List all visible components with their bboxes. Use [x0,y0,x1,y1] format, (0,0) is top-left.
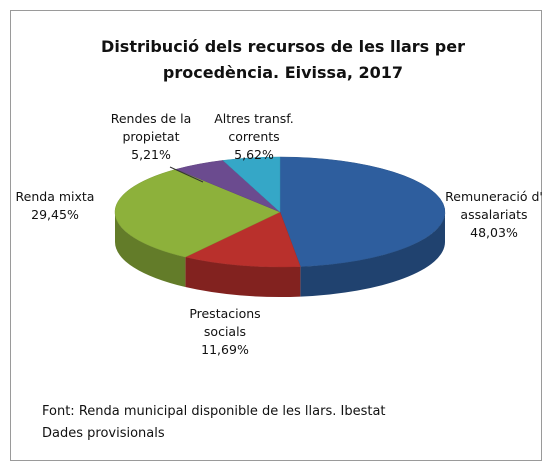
label-name: Remuneració d' assalariats [445,189,543,222]
slice [222,156,281,213]
slice-side [115,212,186,288]
source-note: Dades provisionals [42,426,165,441]
leader-line [169,166,204,183]
label-name: Rendes de la propietat [110,111,192,144]
label-value: 29,45% [31,207,79,222]
slice [184,211,301,268]
slice-side [300,212,445,297]
label-value: 48,03% [470,225,518,240]
label-value: 5,21% [131,147,171,162]
slice [279,156,446,267]
slice [114,168,281,258]
label-value: 5,62% [234,147,274,162]
label-name: Altres transf. corrents [214,111,294,144]
slice-label: Altres transf. corrents 5,62% [200,110,308,164]
slice-label: Remuneració d' assalariats 48,03% [440,188,548,242]
source-note: Font: Renda municipal disponible de les … [42,404,386,419]
chart-title: Distribució dels recursos de les llars p… [101,37,465,82]
label-name: Renda mixta [15,189,95,204]
slice-label: Prestacions socials 11,69% [175,305,275,359]
label-name: Prestacions socials [189,306,261,339]
chart-frame [10,10,542,461]
slice-label: Renda mixta 29,45% [5,188,105,224]
slice-label: Rendes de la propietat 5,21% [95,110,207,164]
label-value: 11,69% [201,342,249,357]
